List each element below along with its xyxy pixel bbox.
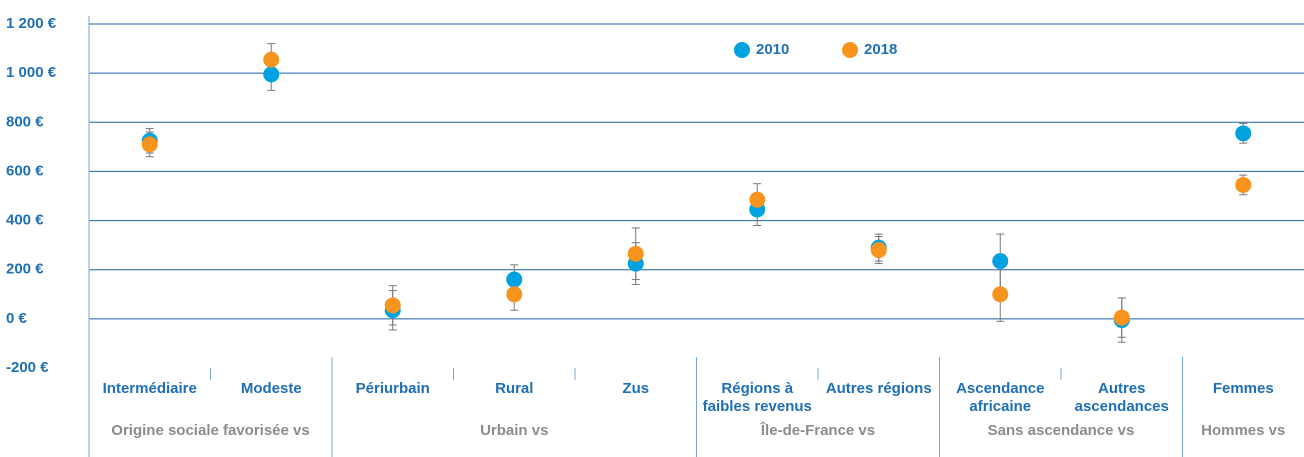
dot <box>263 51 280 68</box>
dot <box>263 66 280 83</box>
dot <box>870 242 887 259</box>
x-tick-label: Femmes <box>1212 380 1274 397</box>
dot <box>1235 125 1252 142</box>
group-label: Urbain vs <box>480 422 549 439</box>
x-tick-label: Zus <box>622 380 650 397</box>
y-tick-label: 0 € <box>6 310 28 327</box>
group-label: Sans ascendance vs <box>987 422 1135 439</box>
x-tick-label: Périurbain <box>355 380 430 397</box>
dot <box>506 271 523 288</box>
dot <box>992 286 1009 303</box>
y-tick-label: -200 € <box>6 359 49 376</box>
y-tick-label: 400 € <box>6 212 44 229</box>
dot <box>749 191 766 208</box>
x-tick-label: Modeste <box>240 380 302 397</box>
dot <box>141 136 158 153</box>
group-label: Origine sociale favorisée vs <box>111 422 310 439</box>
dot <box>627 245 644 262</box>
legend-label: 2010 <box>756 41 789 58</box>
y-tick-label: 200 € <box>6 261 44 278</box>
dot <box>506 286 523 303</box>
dot <box>1235 176 1252 193</box>
legend-marker <box>734 42 750 58</box>
group-label: Île-de-France vs <box>760 422 876 439</box>
dot <box>384 297 401 314</box>
legend-label: 2018 <box>864 41 897 58</box>
y-tick-label: 1 200 € <box>6 15 57 32</box>
y-tick-label: 1 000 € <box>6 64 57 81</box>
x-tick-label: Intermédiaire <box>102 380 197 397</box>
x-tick-label: Autres régions <box>825 380 932 397</box>
dot <box>992 253 1009 270</box>
y-tick-label: 800 € <box>6 113 44 130</box>
x-tick-label: Ascendance africaine <box>956 380 1045 415</box>
x-tick-label: Rural <box>495 380 534 397</box>
x-tick-label: Autres ascendances <box>1074 380 1169 415</box>
y-tick-label: 600 € <box>6 162 44 179</box>
group-label: Hommes vs <box>1201 422 1286 439</box>
legend-marker <box>842 42 858 58</box>
dot <box>1113 309 1130 326</box>
x-tick-label: Régions à faibles revenus <box>702 380 812 415</box>
